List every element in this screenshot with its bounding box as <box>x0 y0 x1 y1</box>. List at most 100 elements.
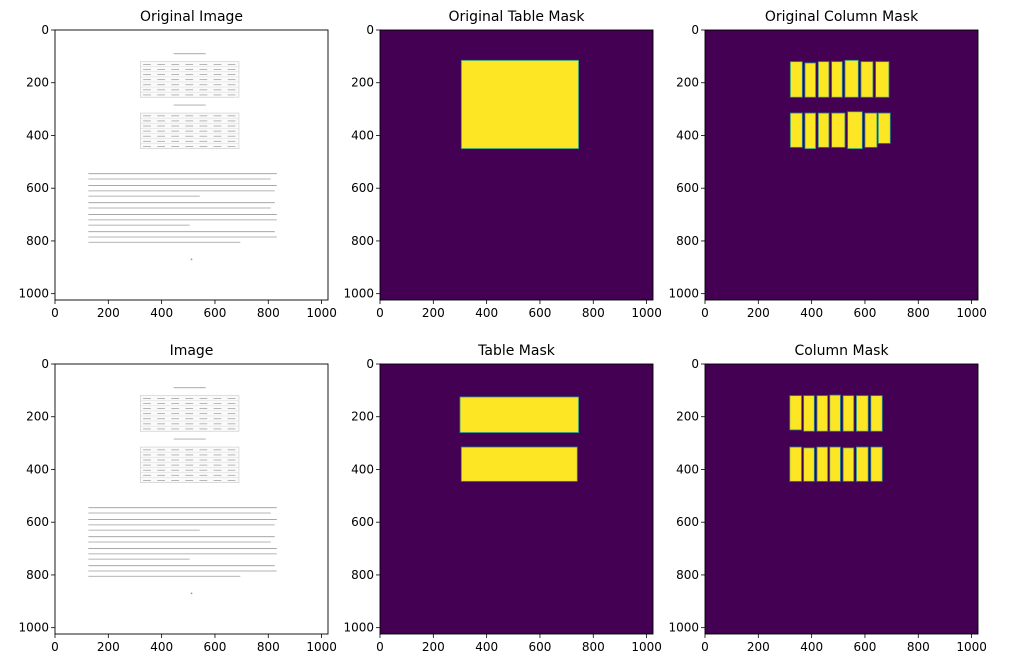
x-tick-label: 200 <box>747 640 770 654</box>
axes-frame <box>379 29 654 301</box>
mask-region <box>847 111 863 150</box>
mask-region <box>817 61 830 98</box>
panel-title: Original Table Mask <box>449 9 586 25</box>
mask-region <box>460 446 578 482</box>
mask-region <box>817 112 830 148</box>
x-tick-label: 600 <box>204 306 227 320</box>
y-tick-label: 0 <box>691 357 699 371</box>
x-tick-label: 200 <box>97 640 120 654</box>
x-tick-label: 0 <box>376 306 384 320</box>
y-tick-label: 1000 <box>18 287 49 301</box>
x-tick-label: 400 <box>150 640 173 654</box>
x-tick-label: 1000 <box>631 640 662 654</box>
mask-region <box>789 395 802 431</box>
x-tick-label: 800 <box>257 640 280 654</box>
mask-background <box>705 364 978 634</box>
panel-title: Table Mask <box>477 343 556 359</box>
y-tick-label: 0 <box>691 23 699 37</box>
y-tick-label: 800 <box>26 234 49 248</box>
panel-title: Column Mask <box>794 343 889 359</box>
y-tick-label: 800 <box>351 234 374 248</box>
doc-page-number-mark <box>190 258 193 261</box>
mask-region <box>842 395 855 432</box>
x-tick-label: 0 <box>51 640 59 654</box>
mask-region <box>816 446 829 482</box>
axes-frame <box>704 363 979 635</box>
y-tick-label: 800 <box>676 234 699 248</box>
y-tick-label: 200 <box>351 76 374 90</box>
y-tick-label: 1000 <box>343 287 374 301</box>
axes-frame <box>54 29 329 301</box>
mask-region <box>829 446 841 482</box>
mask-region <box>831 112 846 148</box>
x-tick-label: 200 <box>422 306 445 320</box>
mask-region <box>459 396 580 433</box>
mask-region <box>864 112 878 148</box>
y-tick-label: 200 <box>676 76 699 90</box>
x-tick-label: 200 <box>97 306 120 320</box>
y-tick-label: 600 <box>351 515 374 529</box>
x-tick-label: 400 <box>800 640 823 654</box>
y-tick-label: 800 <box>351 568 374 582</box>
y-tick-label: 0 <box>366 23 374 37</box>
x-tick-label: 1000 <box>631 306 662 320</box>
x-tick-label: 800 <box>582 640 605 654</box>
x-tick-label: 400 <box>475 640 498 654</box>
y-tick-label: 1000 <box>18 621 49 635</box>
axes-frame <box>54 363 329 635</box>
x-tick-label: 600 <box>854 640 877 654</box>
y-tick-label: 400 <box>351 128 374 142</box>
y-tick-label: 1000 <box>668 621 699 635</box>
mask-region <box>803 447 815 482</box>
x-tick-label: 0 <box>51 306 59 320</box>
mask-region <box>877 112 891 144</box>
y-tick-label: 200 <box>26 76 49 90</box>
x-tick-label: 400 <box>150 306 173 320</box>
y-tick-label: 200 <box>351 410 374 424</box>
y-tick-label: 400 <box>26 128 49 142</box>
y-tick-label: 400 <box>676 128 699 142</box>
mask-region <box>831 61 843 98</box>
mask-region <box>842 447 855 482</box>
y-tick-label: 1000 <box>668 287 699 301</box>
y-tick-label: 200 <box>26 410 49 424</box>
y-tick-label: 0 <box>41 357 49 371</box>
x-tick-label: 800 <box>582 306 605 320</box>
mask-region <box>789 446 802 482</box>
y-tick-label: 600 <box>676 515 699 529</box>
x-tick-label: 800 <box>257 306 280 320</box>
mask-region <box>460 59 580 150</box>
x-tick-label: 600 <box>529 306 552 320</box>
panel-title: Original Column Mask <box>765 9 919 25</box>
y-tick-label: 400 <box>26 462 49 476</box>
mask-region <box>804 112 817 150</box>
y-tick-label: 600 <box>351 181 374 195</box>
mask-region <box>870 395 883 432</box>
mask-region <box>789 61 803 98</box>
y-tick-label: 0 <box>366 357 374 371</box>
mask-region <box>875 61 890 98</box>
y-tick-label: 400 <box>676 462 699 476</box>
mask-region <box>870 446 883 482</box>
panel-title: Original Image <box>140 9 243 25</box>
mask-region <box>789 112 803 148</box>
y-tick-label: 400 <box>351 462 374 476</box>
y-tick-label: 600 <box>26 515 49 529</box>
x-tick-label: 0 <box>701 306 709 320</box>
x-tick-label: 1000 <box>306 640 337 654</box>
mask-region <box>803 395 815 432</box>
x-tick-label: 800 <box>907 640 930 654</box>
y-tick-label: 1000 <box>343 621 374 635</box>
x-tick-label: 400 <box>475 306 498 320</box>
y-tick-label: 600 <box>26 181 49 195</box>
x-tick-label: 800 <box>907 306 930 320</box>
mask-region <box>844 59 859 98</box>
x-tick-label: 600 <box>529 640 552 654</box>
axes-frame <box>704 29 979 301</box>
